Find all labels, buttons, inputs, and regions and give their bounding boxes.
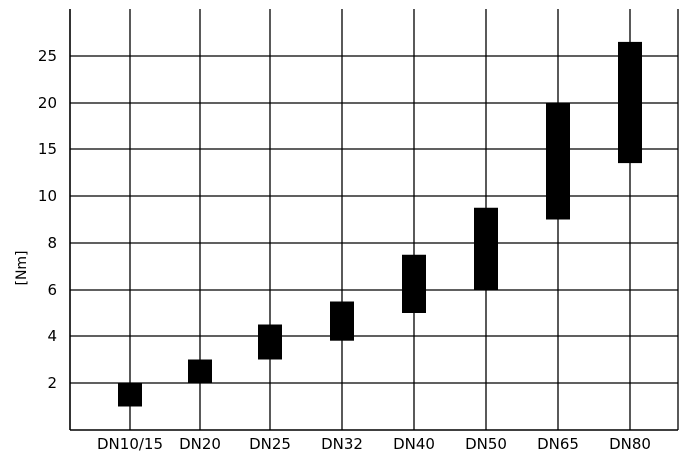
y-tick-label-6: 6 — [47, 281, 57, 299]
range-bar-dn32 — [330, 301, 354, 341]
x-category-label-dn40: DN40 — [393, 435, 435, 453]
y-tick-labels: 2 4 6 8 10 15 20 25 — [38, 47, 57, 392]
x-category-label-dn25: DN25 — [249, 435, 291, 453]
x-category-label-dn65: DN65 — [537, 435, 579, 453]
y-tick-label-25: 25 — [38, 47, 57, 65]
x-category-labels: DN10/15 DN20 DN25 DN32 DN40 DN50 DN65 DN80 — [97, 435, 651, 453]
y-tick-label-2: 2 — [47, 374, 57, 392]
y-tick-label-8: 8 — [47, 234, 57, 252]
x-category-label-dn80: DN80 — [609, 435, 651, 453]
range-bar-dn25 — [258, 324, 282, 360]
range-bar-dn50 — [474, 207, 498, 290]
y-tick-label-20: 20 — [38, 94, 57, 112]
range-bar-dn10-15 — [118, 383, 142, 407]
y-tick-label-10: 10 — [38, 187, 57, 205]
y-axis-title: [Nm] — [14, 250, 30, 285]
y-tick-label-4: 4 — [47, 327, 57, 345]
y-tick-label-15: 15 — [38, 140, 57, 158]
range-bar-dn40 — [402, 254, 426, 313]
x-category-label-dn20: DN20 — [179, 435, 221, 453]
axes — [69, 9, 678, 431]
range-bar-dn80 — [618, 41, 642, 164]
x-category-label-dn10-15: DN10/15 — [97, 435, 163, 453]
range-bars — [118, 41, 642, 407]
grid — [70, 9, 679, 430]
range-bar-dn20 — [188, 359, 212, 383]
range-bar-dn65 — [546, 103, 570, 220]
x-category-label-dn32: DN32 — [321, 435, 363, 453]
x-category-label-dn50: DN50 — [465, 435, 507, 453]
